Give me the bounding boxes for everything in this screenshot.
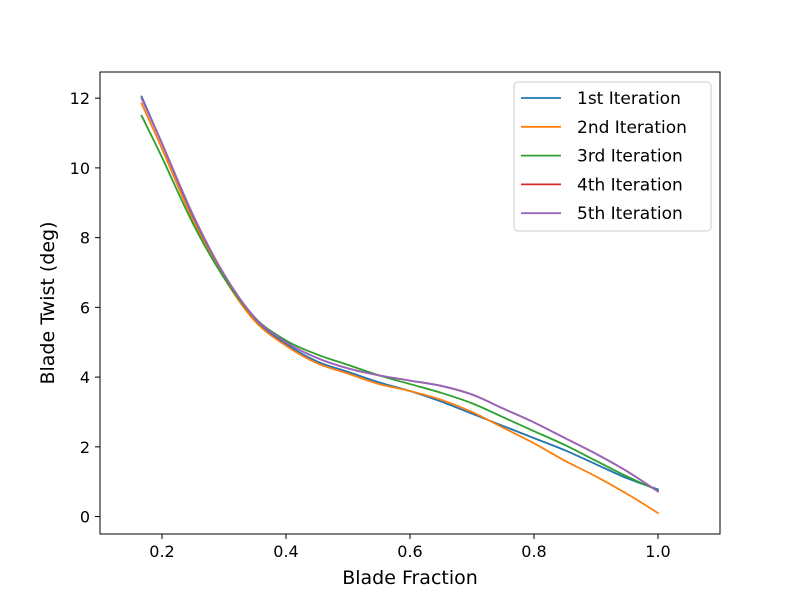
x-tick-label: 0.6 bbox=[397, 542, 422, 561]
y-tick-label: 4 bbox=[80, 368, 90, 387]
x-tick-label: 0.8 bbox=[521, 542, 546, 561]
legend-label: 5th Iteration bbox=[577, 204, 683, 224]
y-tick-label: 0 bbox=[80, 508, 90, 527]
legend-box bbox=[513, 81, 712, 232]
legend: 1st Iteration 2nd Iteration 3rd Iteration 4… bbox=[513, 81, 712, 232]
x-axis-ticks: 0.2 0.4 0.6 0.8 1.0 bbox=[149, 534, 671, 561]
x-tick-label: 0.4 bbox=[273, 542, 298, 561]
y-tick-label: 12 bbox=[70, 89, 90, 108]
series-line-5 bbox=[140, 97, 659, 493]
plot-area bbox=[140, 95, 659, 514]
legend-label: 2nd Iteration bbox=[577, 118, 687, 138]
x-tick-label: 1.0 bbox=[645, 542, 670, 561]
series-line-3 bbox=[140, 114, 659, 492]
legend-label: 4th Iteration bbox=[577, 175, 683, 195]
y-axis-ticks: 0 2 4 6 8 10 12 bbox=[70, 89, 100, 527]
y-tick-label: 2 bbox=[80, 438, 90, 457]
y-axis-label: Blade Twist (deg) bbox=[37, 221, 59, 384]
x-tick-label: 0.2 bbox=[149, 542, 174, 561]
y-tick-label: 10 bbox=[70, 159, 90, 178]
y-tick-label: 6 bbox=[80, 298, 90, 317]
x-axis-label: Blade Fraction bbox=[342, 567, 478, 589]
axes-frame bbox=[99, 71, 721, 535]
legend-label: 3rd Iteration bbox=[577, 147, 683, 167]
legend-label: 1st Iteration bbox=[577, 89, 681, 109]
y-tick-label: 8 bbox=[80, 229, 90, 248]
